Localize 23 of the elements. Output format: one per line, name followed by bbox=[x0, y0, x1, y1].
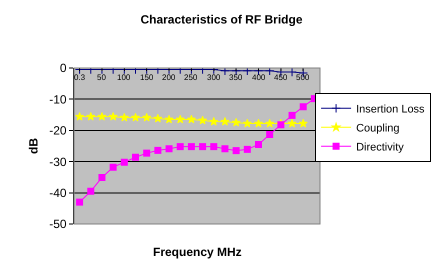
y-tick-label: -30 bbox=[49, 154, 67, 169]
x-tick-label: 300 bbox=[207, 73, 221, 82]
y-tick-label: -10 bbox=[49, 92, 67, 106]
legend-label: Directivity bbox=[356, 142, 404, 154]
legend-label: Coupling bbox=[356, 122, 400, 135]
chart-title: Characteristics of RF Bridge bbox=[140, 12, 303, 27]
y-tick-label: 0 bbox=[60, 61, 67, 76]
x-tick-label: 350 bbox=[229, 73, 243, 82]
x-axis-title: Frequency MHz bbox=[153, 245, 242, 259]
x-tick-label: 100 bbox=[117, 73, 131, 82]
y-tick-label: -40 bbox=[49, 186, 67, 200]
y-tick-label: -50 bbox=[49, 217, 67, 232]
x-tick-label: 0.3 bbox=[74, 73, 86, 82]
legend-label: Insertion Loss bbox=[356, 104, 426, 116]
x-tick-label: 250 bbox=[184, 73, 198, 82]
x-tick-label: 150 bbox=[140, 73, 154, 82]
x-tick-label: 200 bbox=[162, 73, 176, 82]
x-tick-label: 400 bbox=[252, 73, 266, 82]
y-axis-title: dB bbox=[26, 138, 41, 154]
x-tick-label: 450 bbox=[274, 73, 288, 82]
y-tick-label: -20 bbox=[49, 124, 67, 138]
x-tick-label: 50 bbox=[97, 73, 106, 82]
x-tick-label: 500 bbox=[296, 73, 310, 82]
